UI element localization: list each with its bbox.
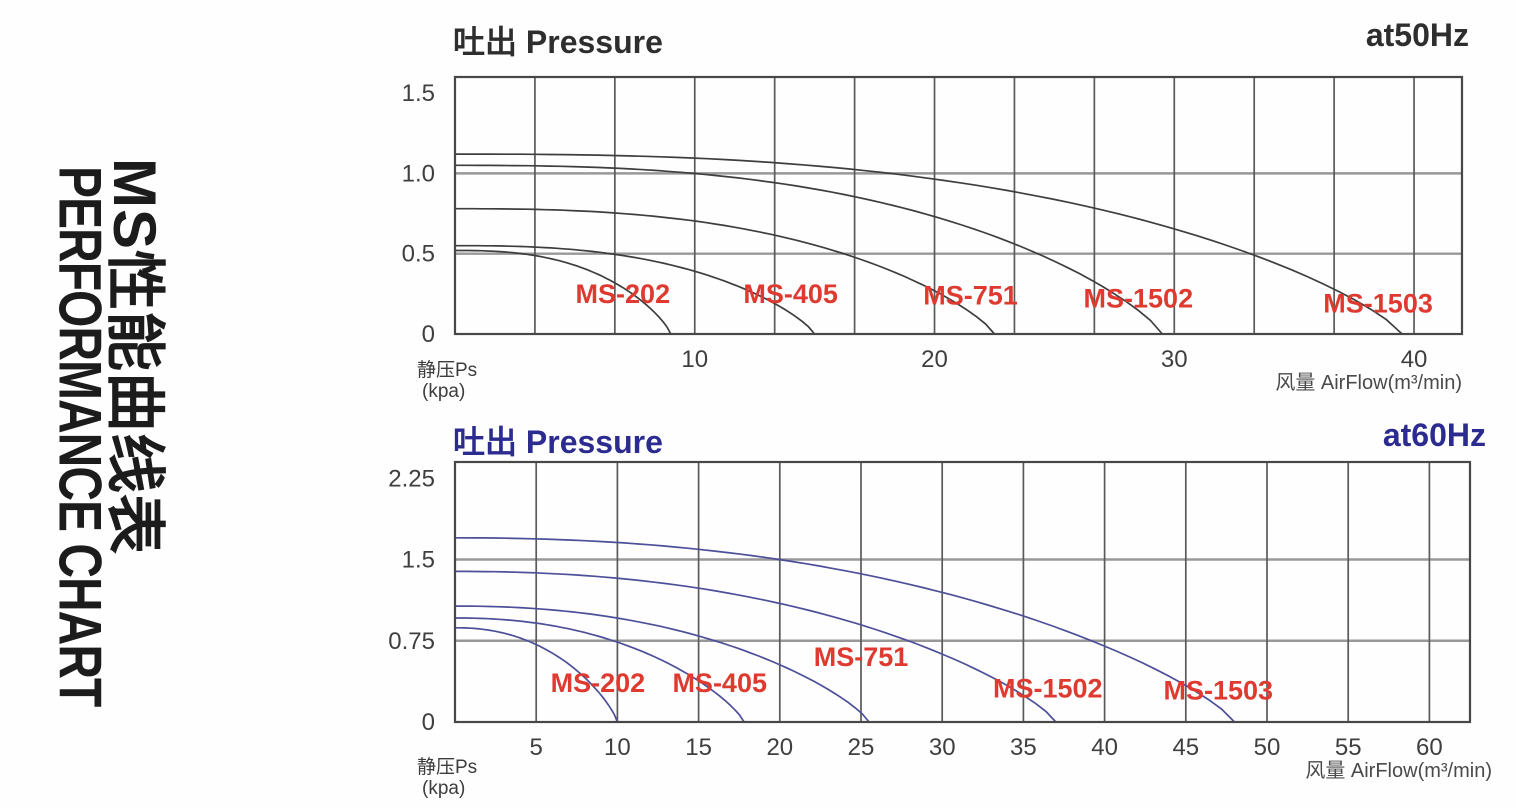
y-tick-0: 0 — [422, 709, 435, 736]
curve-MS-202 — [455, 626, 619, 723]
x-tick-50: 50 — [1254, 734, 1281, 761]
chart-50hz-title: 吐出 Pressure — [453, 24, 663, 60]
series-label-MS-202: MS-202 — [576, 279, 671, 309]
series-label-MS-202: MS-202 — [551, 668, 646, 698]
x-tick-20: 20 — [766, 734, 793, 761]
x-tick-25: 25 — [848, 734, 875, 761]
x-tick-35: 35 — [1010, 734, 1037, 761]
chart-50hz-x-axis-label: 风量 AirFlow(m³/min) — [1275, 372, 1462, 394]
x-tick-15: 15 — [685, 734, 712, 761]
y-tick-0.75: 0.75 — [388, 628, 435, 655]
chart-50hz-y-axis-unit: (kpa) — [422, 381, 466, 402]
curve-MS-1502 — [455, 570, 1057, 723]
series-label-MS-1503: MS-1503 — [1163, 676, 1273, 706]
x-tick-30: 30 — [929, 734, 956, 761]
curve-MS-1502 — [455, 164, 1163, 335]
plot-border — [453, 75, 1464, 336]
series-label-MS-1502: MS-1502 — [993, 673, 1103, 703]
curve-MS-1503 — [455, 153, 1403, 335]
x-tick-55: 55 — [1335, 734, 1362, 761]
x-tick-60: 60 — [1416, 734, 1443, 761]
plot-border — [453, 460, 1472, 724]
series-label-MS-1503: MS-1503 — [1323, 288, 1433, 318]
series-label-MS-751: MS-751 — [923, 280, 1018, 310]
x-tick-10: 10 — [604, 734, 631, 761]
chart-at50Hz: 10 20 30 40 0 0.5 1.0 1.5 MS-202 MS-405 MS-751 MS-1… — [402, 75, 1464, 373]
x-tick-20: 20 — [921, 346, 948, 373]
curve-MS-751 — [455, 207, 996, 335]
x-tick-45: 45 — [1172, 734, 1199, 761]
x-tick-40: 40 — [1091, 734, 1118, 761]
y-tick-0: 0 — [422, 321, 435, 348]
chart-50hz-frequency-label: at50Hz — [1365, 17, 1469, 53]
y-tick-2.25: 2.25 — [388, 465, 435, 492]
curve-MS-1503 — [454, 536, 1236, 723]
series-label-MS-751: MS-751 — [814, 642, 909, 672]
chart-60hz-x-axis-label: 风量 AirFlow(m³/min) — [1305, 760, 1492, 782]
curve-MS-202 — [455, 249, 672, 335]
curve-MS-405 — [455, 244, 816, 335]
curve-MS-405 — [455, 617, 745, 723]
chart-at60Hz: 5 10 15 20 25 30 35 40 45 50 55 60 0 0.75 1.5 2.25 MS-20… — [388, 460, 1472, 761]
y-tick-0.5: 0.5 — [402, 241, 435, 268]
y-tick-1.5: 1.5 — [402, 80, 435, 107]
series-label-MS-1502: MS-1502 — [1084, 284, 1194, 314]
chart-50hz-y-axis-label: 静压Ps — [417, 360, 478, 381]
curve-MS-751 — [455, 605, 870, 723]
series-label-MS-405: MS-405 — [743, 279, 838, 309]
series-label-MS-405: MS-405 — [672, 668, 767, 698]
y-tick-1.5: 1.5 — [402, 547, 435, 574]
chart-60hz-y-axis-label: 静压Ps — [417, 757, 478, 778]
chart-60hz-y-axis-unit: (kpa) — [422, 778, 466, 799]
x-tick-30: 30 — [1161, 346, 1188, 373]
x-tick-5: 5 — [530, 734, 543, 761]
chart-60hz-title: 吐出 Pressure — [453, 424, 663, 460]
x-tick-10: 10 — [681, 346, 708, 373]
x-tick-40: 40 — [1401, 346, 1428, 373]
chart-60hz-frequency-label: at60Hz — [1382, 417, 1486, 453]
y-tick-1.0: 1.0 — [402, 160, 435, 187]
